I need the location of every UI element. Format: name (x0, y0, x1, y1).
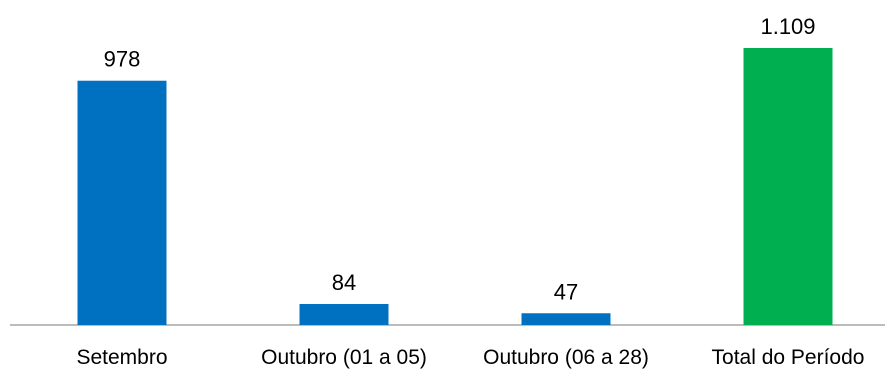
category-label-0: Setembro (76, 346, 167, 369)
bar-3 (743, 48, 833, 325)
bar-1 (299, 304, 389, 325)
category-labels-group: Setembro Outubro (01 a 05) Outubro (06 a 2… (76, 346, 864, 369)
value-label-2: 47 (554, 279, 578, 304)
value-label-3: 1.109 (760, 14, 815, 39)
value-label-1: 84 (332, 270, 356, 295)
value-label-0: 978 (104, 47, 141, 72)
category-label-3: Total do Período (712, 346, 865, 369)
bar-2 (521, 313, 611, 325)
category-label-1: Outubro (01 a 05) (261, 346, 427, 369)
value-labels-group: 978 84 47 1.109 (104, 14, 816, 304)
bar-0 (77, 80, 167, 326)
bars-group (77, 48, 833, 326)
category-label-2: Outubro (06 a 28) (483, 346, 649, 369)
